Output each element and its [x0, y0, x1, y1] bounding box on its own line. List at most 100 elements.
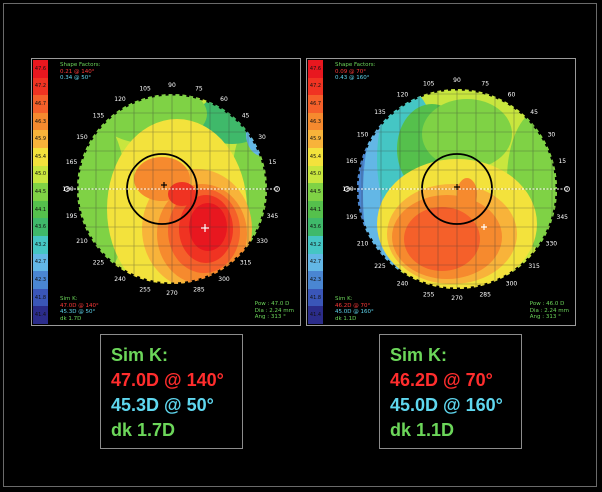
- simk-steep-value: 47.0D @ 140°: [111, 370, 224, 390]
- mini-simk-steep: 47.0D @ 140°: [60, 302, 99, 309]
- axis-handle: [64, 186, 70, 192]
- image-frame: [3, 3, 597, 487]
- scale-segment: [33, 183, 48, 202]
- scale-level-label: 45.9: [34, 136, 47, 143]
- color-scale-bar: 47.6 47.2 46.7 46.3 45.9 45.4 45.0 44.5 44.1 43.6…: [33, 60, 48, 325]
- region-orange: [404, 207, 480, 271]
- angle-label: 345: [267, 213, 279, 220]
- scale-segment: [308, 271, 323, 290]
- angle-label: 90: [453, 77, 461, 84]
- topography-map-left: 47.6 47.2 46.7 46.3 45.9 45.4 45.0 44.5 44.1 43.6…: [31, 58, 301, 326]
- scale-segment: [33, 77, 48, 96]
- scale-segment: [33, 112, 48, 131]
- simk-box-left: Sim K: 47.0D @ 140° 45.3D @ 50° dk 1.7D: [100, 334, 243, 449]
- angle-label: 180: [62, 186, 74, 193]
- scale-segment: [308, 236, 323, 255]
- angle-label: 60: [508, 92, 516, 99]
- angle-label: 330: [546, 241, 558, 248]
- simk-title: Sim K:: [111, 345, 169, 365]
- scale-level-label: 42.7: [34, 259, 47, 266]
- info-dia: Dia : 2.24 mm: [254, 307, 294, 314]
- scale-segment: [308, 306, 323, 325]
- scale-level-label: 47.2: [34, 83, 47, 90]
- measure-info-right: Pow : 46.0 D Dia : 2.24 mm Ang : 313 °: [530, 301, 569, 321]
- corneal-map-left: 90 105 75 120 60 135 45 150 30 165 15 180 0 195 345 210…: [62, 82, 280, 297]
- info-ang: Ang : 313 °: [254, 314, 286, 320]
- mini-simk-title: Sim K:: [60, 296, 78, 302]
- scale-segment: [33, 130, 48, 149]
- angle-label: 45: [242, 112, 250, 119]
- scale-level-label: 44.1: [34, 206, 47, 213]
- angle-label: 165: [66, 159, 78, 166]
- scale-segment: [308, 218, 323, 237]
- angle-label: 0: [274, 186, 278, 193]
- scale-level-label: 42.7: [309, 259, 322, 266]
- angle-label: 15: [558, 158, 566, 165]
- angle-label: 0: [564, 186, 568, 193]
- scale-segment: [308, 130, 323, 149]
- mini-simk-dk: dk 1.7D: [60, 315, 82, 322]
- angle-label: 150: [357, 132, 369, 139]
- scale-segment: [308, 112, 323, 131]
- angle-label: 75: [481, 81, 489, 88]
- simk-title: Sim K:: [390, 345, 448, 365]
- shape-factor-2: 0.34 @ 50°: [60, 75, 91, 81]
- scale-level-label: 42.3: [309, 277, 322, 283]
- scale-level-label: 45.0: [309, 171, 322, 178]
- info-pow: Pow : 47.0 D: [254, 301, 290, 307]
- simk-flat-value: 45.3D @ 50°: [111, 395, 214, 415]
- shape-factors-right: Shape Factors: 0.09 @ 70° 0.43 @ 160°: [335, 62, 376, 82]
- scale-level-label: 46.7: [34, 101, 47, 107]
- shape-factor-2: 0.43 @ 160°: [335, 75, 370, 81]
- scale-level-label: 45.0: [34, 171, 47, 178]
- scale-segment: [33, 218, 48, 237]
- angle-label: 120: [114, 96, 126, 103]
- angle-label: 150: [76, 134, 88, 141]
- angle-label: 195: [346, 214, 358, 221]
- angle-label: 105: [139, 86, 151, 93]
- angle-label: 225: [93, 260, 105, 267]
- angle-label: 195: [66, 213, 78, 220]
- axis-handle: [564, 186, 570, 192]
- scale-level-label: 41.4: [309, 312, 322, 319]
- mini-simk-flat: 45.3D @ 50°: [60, 309, 96, 315]
- info-ang: Ang : 313 °: [529, 314, 561, 320]
- angle-label: 225: [374, 263, 386, 270]
- angle-label: 270: [451, 295, 463, 302]
- scale-level-label: 44.1: [309, 206, 322, 213]
- angle-label: 315: [528, 263, 540, 270]
- info-pow: Pow : 46.0 D: [529, 301, 565, 307]
- scale-segment: [33, 165, 48, 184]
- scale-segment: [33, 60, 48, 79]
- angle-label: 135: [93, 112, 105, 119]
- scale-level-label: 46.3: [34, 118, 47, 125]
- corneal-map-right: 90 105 75 120 60 135 45 150 30 165 15 180 0 195 345 210…: [342, 77, 570, 302]
- scale-segment: [33, 236, 48, 255]
- angle-label: 240: [114, 276, 126, 283]
- region-green: [77, 109, 127, 284]
- scale-level-label: 47.6: [309, 65, 322, 72]
- shape-factor-1: 0.21 @ 140°: [60, 68, 95, 75]
- scale-segment: [308, 253, 323, 272]
- angle-label: 270: [166, 290, 178, 297]
- angle-label: 285: [193, 286, 205, 293]
- shape-factors-title: Shape Factors:: [60, 62, 101, 68]
- angle-label: 105: [423, 81, 435, 88]
- region-orange: [457, 178, 477, 210]
- simk-dk-value: dk 1.1D: [390, 420, 455, 440]
- scale-segment: [308, 288, 323, 307]
- simk-dk-value: dk 1.7D: [111, 420, 176, 440]
- angle-label: 15: [269, 159, 277, 166]
- scale-segment: [308, 95, 323, 114]
- angle-label: 45: [530, 109, 538, 116]
- shape-factors-left: Shape Factors: 0.21 @ 140° 0.34 @ 50°: [60, 62, 101, 82]
- scale-level-label: 47.2: [309, 83, 322, 90]
- angle-label: 255: [139, 286, 151, 293]
- mini-simk-left: Sim K: 47.0D @ 140° 45.3D @ 50° dk 1.7D: [60, 296, 99, 322]
- simk-box-right: Sim K: 46.2D @ 70° 45.0D @ 160° dk 1.1D: [379, 334, 522, 449]
- region-green: [422, 99, 512, 169]
- measure-info-left: Pow : 47.0 D Dia : 2.24 mm Ang : 313 °: [255, 301, 294, 321]
- scale-segment: [308, 165, 323, 184]
- angle-label: 120: [397, 92, 409, 99]
- angle-label: 90: [168, 82, 176, 89]
